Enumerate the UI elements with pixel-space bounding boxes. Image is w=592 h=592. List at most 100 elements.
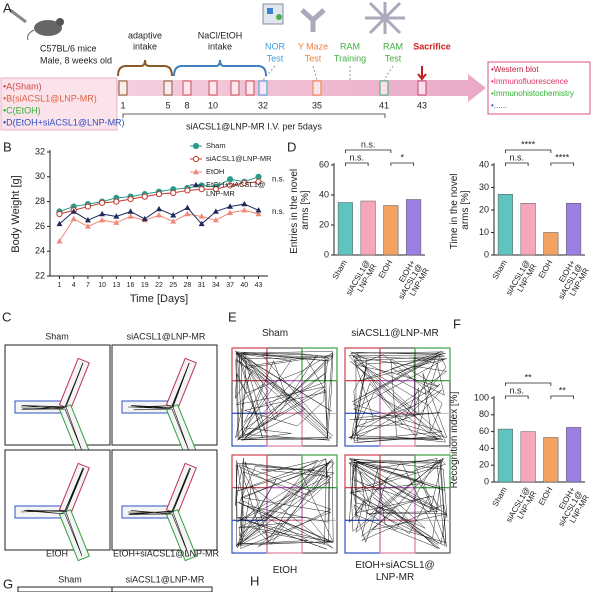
sig-label: ****: [521, 139, 536, 149]
marker: [99, 217, 106, 223]
sig-label: n.s.: [509, 152, 524, 162]
marker: [113, 219, 120, 225]
track: [347, 351, 448, 443]
panel-label: C: [2, 309, 11, 324]
marker: [241, 200, 248, 207]
annotation: n.s.: [272, 207, 285, 216]
marker: [113, 198, 120, 205]
ymaze-icon: [300, 8, 326, 32]
marker: [127, 213, 134, 219]
field-title: siACSL1@LNP-MR: [351, 328, 438, 339]
y-axis-title: Recognition index [%]: [449, 391, 460, 488]
day-label: 5: [165, 100, 170, 110]
marker: [84, 223, 91, 229]
maze-title: EtOH+siACSL1@LNP-MR: [113, 548, 219, 558]
day-box: [417, 80, 427, 96]
x-tick-label: Sham: [331, 258, 349, 281]
y-tick-label: 0: [484, 476, 489, 486]
panel-label: H: [250, 573, 259, 588]
maze-title: Sham: [45, 331, 69, 341]
x-tick-label: 19: [141, 282, 149, 289]
marker: [141, 193, 148, 200]
maze-frame: [4, 344, 111, 446]
day-box: [163, 80, 173, 96]
test-label: Training: [334, 53, 366, 63]
group-label: •B(siACSL1@LNP-MR): [3, 93, 97, 103]
bar: [337, 202, 353, 256]
sig-bracket: [344, 149, 392, 153]
y-axis-title: Body Weight [g]: [10, 175, 22, 252]
marker: [212, 186, 219, 193]
sig-label: n.s.: [509, 385, 524, 395]
test-label: Sacrifice: [413, 41, 451, 51]
treatment-bracket: [122, 113, 386, 118]
sig-bracket: [504, 162, 529, 166]
test-label: Y Maze: [298, 41, 328, 51]
marker: [255, 173, 262, 180]
marker: [127, 196, 134, 203]
mouse-info: Male, 8 weeks old: [40, 55, 112, 65]
y-tick-label: 40: [479, 159, 489, 169]
bar: [383, 205, 399, 256]
assay-label: •Immunofluorescence: [491, 77, 569, 86]
marker: [255, 178, 262, 185]
marker: [184, 187, 191, 194]
maze-frame: [111, 449, 218, 551]
y-tick-label: 30: [479, 182, 489, 192]
marker: [170, 189, 177, 197]
sig-bracket: [504, 395, 529, 399]
bar: [520, 431, 536, 483]
day-box: [312, 80, 322, 96]
marker: [127, 208, 134, 214]
x-tick-label: EtOH+siACSL1@LNP-MR: [550, 485, 591, 532]
field-zone: [231, 347, 268, 382]
group-label: •C(EtOH): [3, 105, 41, 115]
marker: [56, 220, 63, 227]
panel-label: A: [3, 0, 12, 15]
bar: [566, 427, 582, 483]
mouse-icon: [56, 18, 64, 26]
panel-title: Sham: [58, 574, 82, 584]
x-tick-label: siACSL1@LNP-MR: [504, 258, 538, 301]
x-tick-label: 40: [240, 282, 248, 289]
sig-label: **: [525, 372, 533, 382]
x-axis-title: Time [Days]: [130, 293, 188, 305]
y-tick-label: 22: [35, 270, 45, 280]
day-box: [379, 80, 389, 96]
legend-marker: [192, 155, 200, 163]
y-tick-label: 32: [35, 146, 45, 156]
x-tick-label: 7: [86, 282, 90, 289]
mouse-info: C57BL/6 mice: [40, 43, 97, 53]
day-box: [245, 80, 255, 96]
day-label: 8: [184, 100, 189, 110]
assay-label: •Immunohistochemistry: [491, 89, 574, 98]
phase-label: intake: [133, 41, 157, 51]
x-tick-label: siACSL1@LNP-MR: [504, 485, 538, 528]
legend-marker: [192, 142, 200, 150]
sig-bracket: [390, 162, 415, 166]
x-tick-label: 34: [212, 282, 220, 289]
annotation: n.s.: [272, 174, 285, 183]
x-tick-label: 13: [112, 282, 120, 289]
marker: [84, 217, 91, 223]
field-zone: [379, 412, 416, 447]
day-box: [230, 80, 240, 96]
bar: [360, 200, 376, 256]
panel-label: E: [228, 309, 237, 324]
sig-label: n.s.: [349, 152, 364, 162]
sacrifice-arrow: [417, 66, 427, 81]
day-box: [258, 80, 268, 96]
track: [234, 350, 334, 441]
y-tick-label: 0: [324, 249, 329, 259]
panel-title: siACSL1@LNP-MR: [126, 574, 205, 584]
nor-icon: [267, 8, 273, 14]
field-zone: [231, 454, 268, 489]
test-label: RAM: [383, 41, 403, 51]
legend-label: siACSL1@LNP-MR: [206, 154, 272, 163]
x-tick-label: Sham: [491, 485, 509, 508]
y-tick-label: 80: [479, 409, 489, 419]
syringe-icon: [9, 8, 27, 24]
y-tick-label: 30: [35, 171, 45, 181]
marker: [255, 210, 262, 217]
